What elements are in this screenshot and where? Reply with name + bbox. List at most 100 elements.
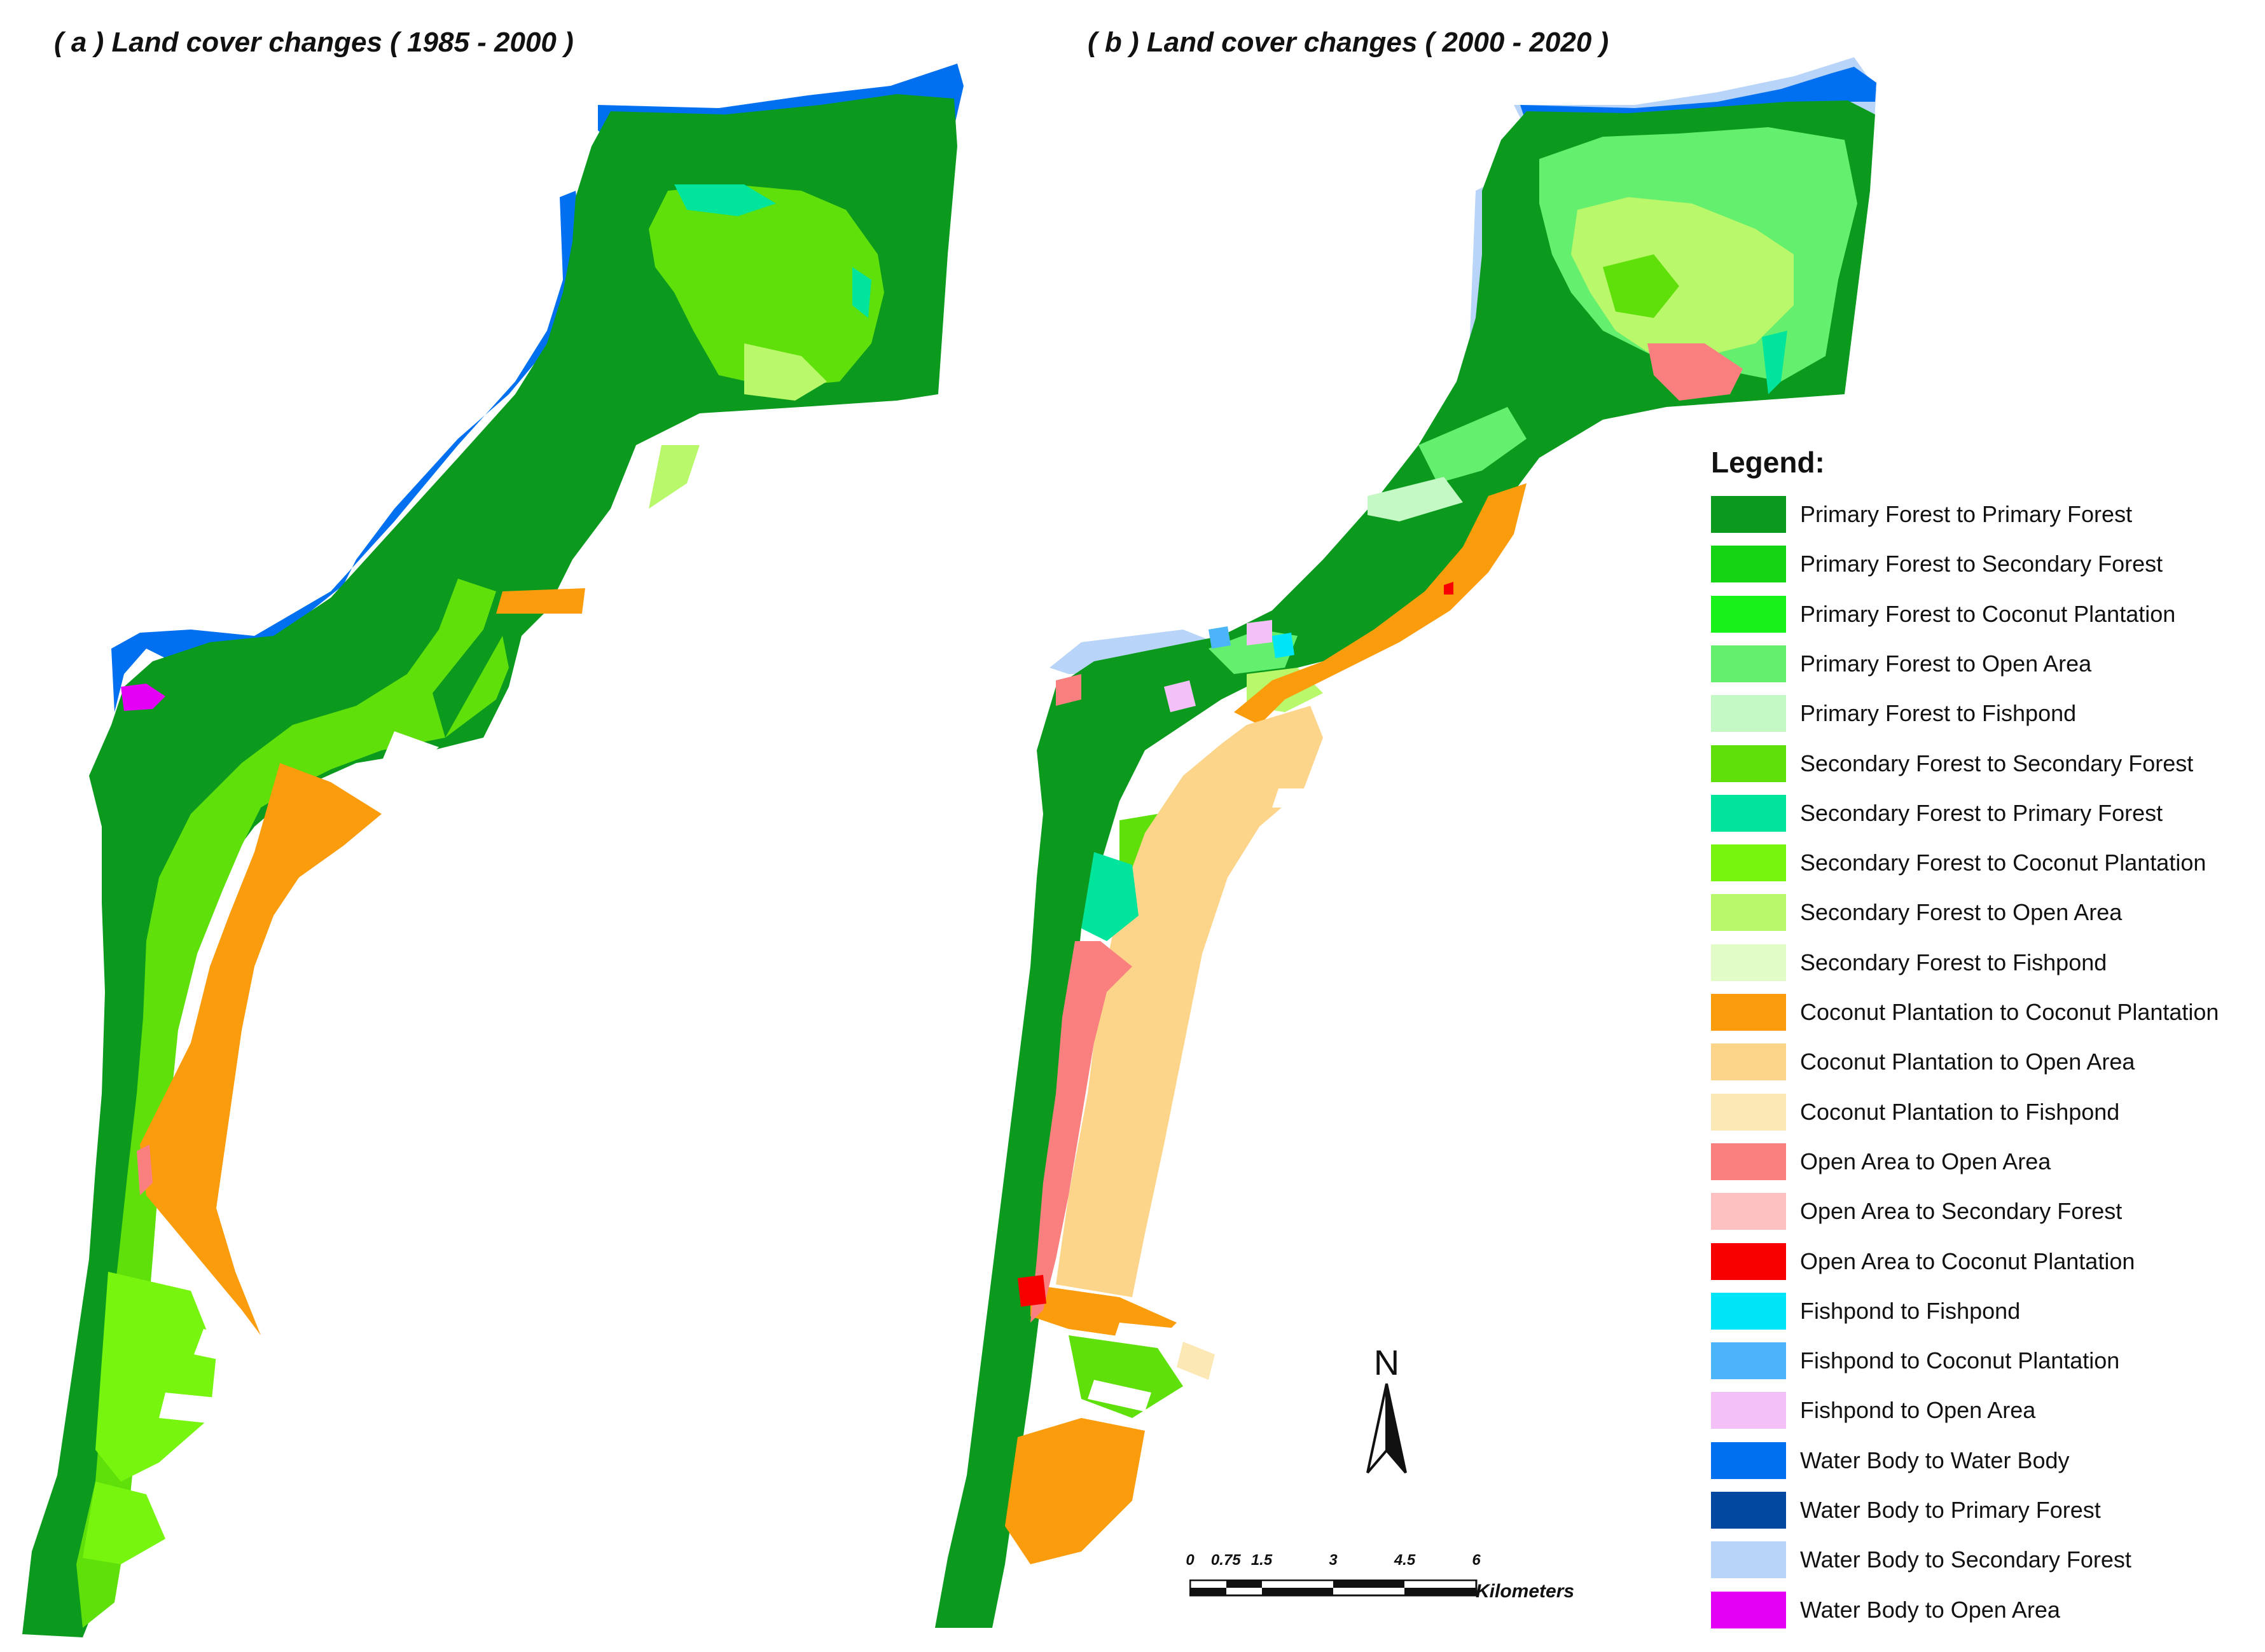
map-b-primary-fishpond [1368, 477, 1463, 521]
scale-tick-label: 1.5 [1250, 1552, 1273, 1569]
legend-label: Water Body to Water Body [1800, 1447, 2070, 1473]
legend-label: Open Area to Open Area [1800, 1148, 2051, 1174]
legend-label: Primary Forest to Coconut Plantation [1800, 600, 2176, 627]
legend-swatch [1711, 496, 1786, 533]
legend-item: Fishpond to Fishpond [1711, 1292, 2021, 1330]
legend-label: Water Body to Primary Forest [1800, 1497, 2101, 1523]
legend-swatch [1711, 595, 1786, 633]
scale-tick-label: 0 [1186, 1552, 1195, 1569]
legend-item: Primary Forest to Open Area [1711, 645, 2091, 682]
map-b-fishpond [1272, 633, 1294, 658]
legend-swatch [1711, 1043, 1786, 1081]
map-a-water-to-open [121, 684, 165, 711]
legend-label: Fishpond to Fishpond [1800, 1297, 2021, 1324]
map-a-secondary-forest-open [649, 343, 827, 509]
legend-swatch [1711, 1193, 1786, 1230]
legend-swatch [1711, 894, 1786, 932]
legend-swatch [1711, 546, 1786, 583]
legend-title: Legend: [1711, 446, 1825, 479]
legend-swatch [1711, 1093, 1786, 1131]
legend-label: Primary Forest to Fishpond [1800, 700, 2077, 727]
legend-item: Water Body to Secondary Forest [1711, 1541, 2131, 1579]
scale-tick-label: 0.75 [1210, 1552, 1241, 1569]
legend-label: Fishpond to Coconut Plantation [1800, 1347, 2120, 1374]
legend-swatch [1711, 1292, 1786, 1330]
legend-swatch [1711, 1442, 1786, 1479]
map-a-open-area [137, 1145, 153, 1195]
map-a-secondary-coconut [83, 1272, 216, 1564]
legend-item: Primary Forest to Fishpond [1711, 695, 2077, 733]
map-a-coconut-plantation [140, 588, 585, 1335]
legend-swatch [1711, 645, 1786, 682]
map-b-coconut-open [1056, 706, 1323, 1297]
scale-unit: Kilometers [1476, 1581, 1575, 1602]
legend-item: Open Area to Open Area [1711, 1143, 2051, 1180]
legend-label: Primary Forest to Secondary Forest [1800, 551, 2163, 577]
map-b-coconut-plantation [1005, 483, 1527, 1564]
legend-item: Open Area to Secondary Forest [1711, 1193, 2122, 1230]
map-b [935, 57, 1876, 1628]
legend-item: Water Body to Water Body [1711, 1442, 2070, 1479]
legend-label: Coconut Plantation to Fishpond [1800, 1098, 2120, 1125]
legend-item: Secondary Forest to Coconut Plantation [1711, 844, 2206, 882]
legend-swatch [1711, 994, 1786, 1031]
scale-bar-graphic [1189, 1580, 1478, 1597]
legend-swatch [1711, 1143, 1786, 1180]
map-b-coconut-fishpond [1177, 1342, 1215, 1380]
legend-swatch [1711, 1342, 1786, 1380]
legend-label: Primary Forest to Open Area [1800, 650, 2092, 677]
legend-swatch [1711, 794, 1786, 832]
map-b-fishpond-open [1164, 620, 1272, 712]
legend-label: Open Area to Secondary Forest [1800, 1198, 2123, 1225]
legend-label: Primary Forest to Primary Forest [1800, 501, 2133, 527]
legend-label: Coconut Plantation to Coconut Plantation [1800, 999, 2219, 1025]
legend-item: Coconut Plantation to Open Area [1711, 1043, 2135, 1081]
scale-tick-label: 4.5 [1394, 1552, 1416, 1569]
map-b-secondary-open [1247, 197, 1794, 712]
legend-swatch [1711, 1492, 1786, 1529]
map-a [22, 64, 964, 1637]
map-b-fishpond-coconut [1209, 626, 1231, 649]
legend-item: Primary Forest to Primary Forest [1711, 496, 2132, 533]
legend-label: Water Body to Secondary Forest [1800, 1546, 2131, 1573]
legend-label: Open Area to Coconut Plantation [1800, 1248, 2135, 1274]
legend-label: Fishpond to Open Area [1800, 1397, 2036, 1424]
legend-swatch [1711, 1392, 1786, 1429]
legend-swatch [1711, 745, 1786, 782]
legend-swatch [1711, 1242, 1786, 1280]
scale-tick-label: 3 [1329, 1552, 1338, 1569]
legend-item: Coconut Plantation to Coconut Plantation [1711, 994, 2219, 1031]
legend-label: Secondary Forest to Fishpond [1800, 949, 2107, 975]
legend-item: Primary Forest to Secondary Forest [1711, 546, 2163, 583]
legend-item: Open Area to Coconut Plantation [1711, 1242, 2135, 1280]
map-a-secondary-forest [76, 184, 884, 1628]
legend-swatch [1711, 695, 1786, 733]
legend-swatch [1711, 944, 1786, 981]
map-b-title: ( b ) Land cover changes ( 2000 - 2020 ) [1088, 27, 1609, 58]
legend-item: Secondary Forest to Secondary Forest [1711, 745, 2193, 782]
north-arrow-icon [1366, 1383, 1407, 1474]
legend-item: Fishpond to Coconut Plantation [1711, 1342, 2120, 1380]
legend-item: Secondary Forest to Primary Forest [1711, 794, 2163, 832]
map-b-water-body [1520, 67, 1876, 127]
legend-label: Secondary Forest to Primary Forest [1800, 799, 2163, 826]
legend-label: Water Body to Open Area [1800, 1596, 2060, 1623]
legend-label: Secondary Forest to Open Area [1800, 899, 2123, 926]
legend-label: Secondary Forest to Secondary Forest [1800, 750, 2194, 776]
legend-label: Secondary Forest to Coconut Plantation [1800, 850, 2206, 876]
legend-swatch [1711, 1541, 1786, 1579]
legend-item: Water Body to Primary Forest [1711, 1492, 2101, 1529]
legend-item: Water Body to Open Area [1711, 1591, 2060, 1628]
legend-item: Primary Forest to Coconut Plantation [1711, 595, 2176, 633]
legend-item: Coconut Plantation to Fishpond [1711, 1093, 2120, 1131]
map-a-secondary-to-primary [674, 184, 871, 318]
scale-tick-label: 6 [1472, 1552, 1481, 1569]
legend: Legend: Primary Forest to Primary Forest… [1711, 445, 2219, 1628]
legend-swatch [1711, 1591, 1786, 1628]
scale-bar: 0 0.75 1.5 3 4.5 6 Kilometers [1183, 1552, 1590, 1602]
legend-item: Fishpond to Open Area [1711, 1392, 2035, 1429]
legend-swatch [1711, 844, 1786, 882]
map-a-title: ( a ) Land cover changes ( 1985 - 2000 ) [54, 27, 574, 58]
north-arrow: N [1352, 1345, 1422, 1479]
